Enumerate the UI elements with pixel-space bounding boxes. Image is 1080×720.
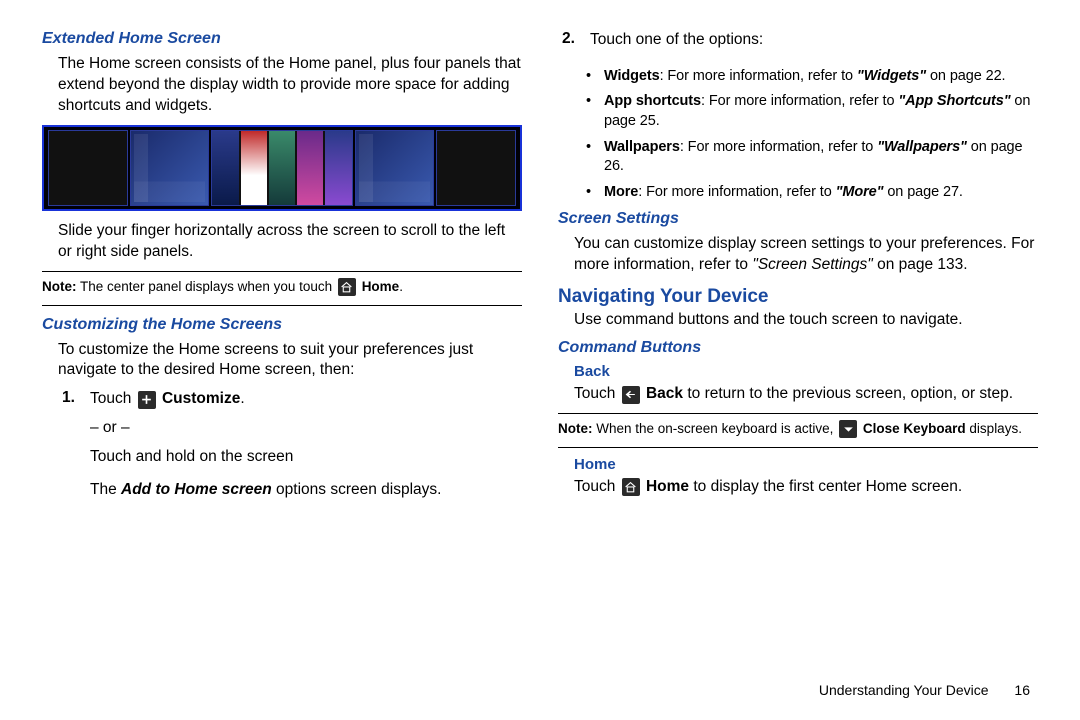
step-2: 2. Touch one of the options: [562, 30, 1038, 59]
bullet-more: •More: For more information, refer to "M… [586, 183, 1038, 203]
footer-page-number: 16 [1014, 682, 1030, 698]
para-nav: Use command buttons and the touch screen… [558, 310, 1038, 331]
heading-navigating: Navigating Your Device [558, 286, 1038, 308]
heading-extended-home: Extended Home Screen [42, 30, 522, 48]
bullet-app-shortcuts: •App shortcuts: For more information, re… [586, 92, 1038, 131]
panel-center [211, 130, 353, 206]
left-column: Extended Home Screen The Home screen con… [42, 30, 522, 517]
heading-command-buttons: Command Buttons [558, 339, 1038, 357]
para-cust: To customize the Home screens to suit yo… [42, 340, 522, 382]
panel-empty-right [436, 130, 516, 206]
note-center-panel: Note: The center panel displays when you… [42, 278, 522, 297]
para-screen-settings: You can customize display screen setting… [558, 234, 1038, 276]
heading-back: Back [558, 363, 1038, 380]
heading-screen-settings: Screen Settings [558, 210, 1038, 228]
panel-2 [130, 130, 210, 206]
rule [558, 413, 1038, 414]
panel-4 [355, 130, 435, 206]
footer-section: Understanding Your Device [819, 682, 989, 698]
rule [558, 447, 1038, 448]
chevron-down-icon [839, 420, 857, 438]
heading-home: Home [558, 456, 1038, 473]
right-column: 2. Touch one of the options: •Widgets: F… [558, 30, 1038, 517]
heading-customizing: Customizing the Home Screens [42, 316, 522, 334]
rule [42, 271, 522, 272]
step-1-body: Touch Customize. – or – Touch and hold o… [90, 389, 441, 509]
home-icon [338, 278, 356, 296]
panel-empty-left [48, 130, 128, 206]
para-ext: The Home screen consists of the Home pan… [42, 54, 522, 117]
bullet-wallpapers: •Wallpapers: For more information, refer… [586, 138, 1038, 177]
rule [42, 305, 522, 306]
home-icon [622, 478, 640, 496]
para-home: Touch Home to display the first center H… [558, 477, 1038, 498]
plus-icon [138, 391, 156, 409]
page-footer: Understanding Your Device 16 [819, 682, 1030, 698]
para-slide: Slide your finger horizontally across th… [42, 221, 522, 263]
para-back: Touch Back to return to the previous scr… [558, 384, 1038, 405]
note-close-keyboard: Note: When the on-screen keyboard is act… [558, 420, 1038, 439]
figure-home-panels [42, 125, 522, 211]
bullet-widgets: •Widgets: For more information, refer to… [586, 67, 1038, 87]
back-arrow-icon [622, 386, 640, 404]
step-1: 1. Touch Customize. – or – Touch and hol… [62, 389, 522, 509]
